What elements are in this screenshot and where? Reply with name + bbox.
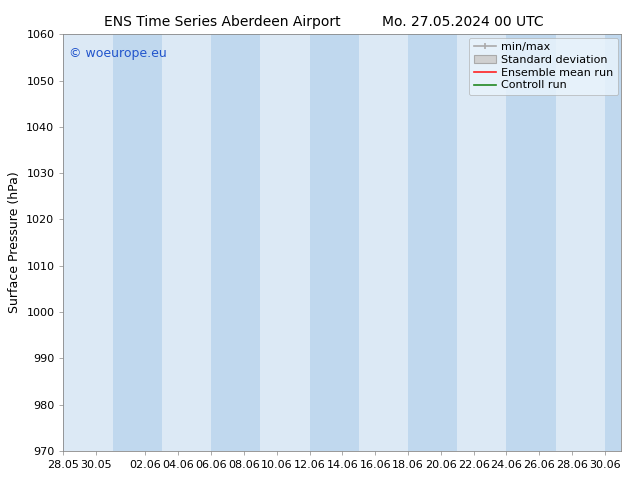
Bar: [507, 34, 555, 451]
Bar: [605, 34, 621, 451]
Bar: [309, 34, 359, 451]
Text: © woeurope.eu: © woeurope.eu: [69, 47, 167, 60]
Text: Mo. 27.05.2024 00 UTC: Mo. 27.05.2024 00 UTC: [382, 15, 543, 29]
Legend: min/max, Standard deviation, Ensemble mean run, Controll run: min/max, Standard deviation, Ensemble me…: [469, 38, 618, 95]
Bar: [408, 34, 457, 451]
Bar: [113, 34, 162, 451]
Y-axis label: Surface Pressure (hPa): Surface Pressure (hPa): [8, 172, 21, 314]
Bar: [211, 34, 261, 451]
Text: ENS Time Series Aberdeen Airport: ENS Time Series Aberdeen Airport: [103, 15, 340, 29]
